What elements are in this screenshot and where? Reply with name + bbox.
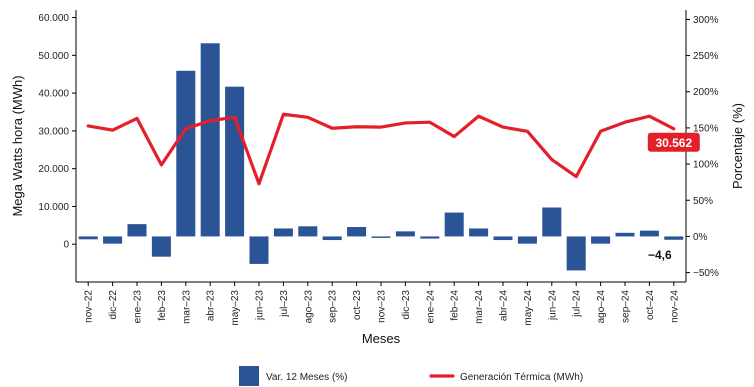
x-tick-label-10: sep–23 [328, 290, 339, 323]
bar-10 [322, 236, 342, 241]
legend-bar-label: Var. 12 Meses (%) [266, 372, 348, 383]
x-tick-label-17: abr–24 [499, 290, 510, 322]
x-tick-label-6: may–23 [230, 290, 241, 326]
legend-line-label: Generación Térmica (MWh) [460, 372, 583, 383]
left-tick-label-6: 60.000 [38, 13, 69, 24]
x-tick-label-20: jul–24 [572, 290, 583, 318]
bar-24 [664, 236, 684, 240]
x-tick-label-18: may–24 [523, 290, 534, 326]
right-tick-label-2: 50% [693, 196, 713, 207]
x-tick-label-24: nov–24 [669, 290, 680, 323]
right-tick-label-1: 0% [693, 232, 708, 243]
right-axis-title: Porcentaje (%) [730, 103, 745, 189]
x-tick-label-3: feb–23 [157, 290, 168, 321]
bar-13 [395, 231, 415, 237]
bar-3 [151, 236, 171, 257]
last-line-value-label: 30.562 [655, 136, 692, 150]
bar-12 [371, 236, 391, 238]
right-tick-label-4: 150% [693, 123, 719, 134]
x-tick-label-8: jul–23 [279, 290, 290, 318]
bar-1 [103, 236, 123, 244]
bar-11 [347, 227, 367, 237]
bar-2 [127, 224, 147, 237]
right-tick-label-5: 200% [693, 87, 719, 98]
bar-20 [566, 236, 586, 271]
x-tick-label-21: ago–24 [596, 290, 607, 324]
bar-17 [493, 236, 513, 241]
x-tick-label-5: abr–23 [206, 290, 217, 322]
x-tick-label-13: dic–23 [401, 290, 412, 320]
x-tick-label-16: mar–24 [474, 290, 485, 324]
bar-6 [225, 86, 245, 237]
left-tick-label-4: 40.000 [38, 89, 69, 100]
left-tick-label-3: 30.000 [38, 126, 69, 137]
x-tick-label-11: oct–23 [352, 290, 363, 320]
bar-0 [78, 236, 98, 240]
bar-16 [469, 228, 489, 237]
left-tick-label-5: 50.000 [38, 51, 69, 62]
bar-9 [298, 226, 318, 237]
x-tick-label-2: ene–23 [133, 290, 144, 324]
annotations: 30.562 −4,6 [647, 132, 700, 262]
right-tick-label-6: 250% [693, 51, 719, 62]
left-axis-title: Mega Watts hora (MWh) [10, 75, 25, 216]
left-tick-label-1: 10.000 [38, 202, 69, 213]
x-tick-label-12: nov–23 [377, 290, 388, 323]
x-tick-label-22: sep–24 [621, 290, 632, 323]
bar-15 [444, 212, 464, 237]
x-tick-label-9: ago–23 [303, 290, 314, 324]
axes [72, 10, 690, 286]
x-axis-title: Meses [362, 331, 401, 346]
right-tick-label-7: 300% [693, 15, 719, 26]
legend: Var. 12 Meses (%) Generación Térmica (MWh… [239, 366, 583, 386]
last-bar-value-label: −4,6 [648, 248, 672, 262]
last-line-value-box [647, 132, 700, 152]
x-tick-label-15: feb–24 [450, 290, 461, 321]
x-tick-label-23: oct–24 [645, 290, 656, 320]
bar-4 [176, 70, 196, 237]
line-generacion-termica [86, 112, 676, 186]
right-tick-label-3: 100% [693, 160, 719, 171]
x-tick-label-4: mar–23 [181, 290, 192, 324]
left-tick-label-2: 20.000 [38, 164, 69, 175]
bar-23 [639, 230, 659, 237]
x-tick-label-1: dic–22 [108, 290, 119, 320]
right-tick-label-0: −50% [693, 268, 719, 279]
bar-22 [615, 232, 635, 237]
bar-series [78, 43, 684, 271]
bar-5 [200, 43, 220, 237]
bar-14 [420, 236, 440, 239]
bar-21 [591, 236, 611, 244]
bar-19 [542, 207, 562, 237]
left-tick-label-0: 0 [63, 240, 69, 251]
bar-7 [249, 236, 269, 264]
x-tick-label-0: nov–22 [84, 290, 95, 323]
bar-18 [517, 236, 537, 244]
x-tick-label-7: jun–23 [255, 290, 266, 321]
bar-8 [273, 228, 293, 237]
line-series [86, 112, 676, 186]
axis-labels: 0 10.000 20.000 30.000 40.000 50.000 60.000 −50… [10, 13, 745, 346]
legend-bar-swatch [239, 366, 259, 386]
x-tick-label-19: jun–24 [547, 290, 558, 321]
x-tick-label-14: ene–24 [425, 290, 436, 324]
